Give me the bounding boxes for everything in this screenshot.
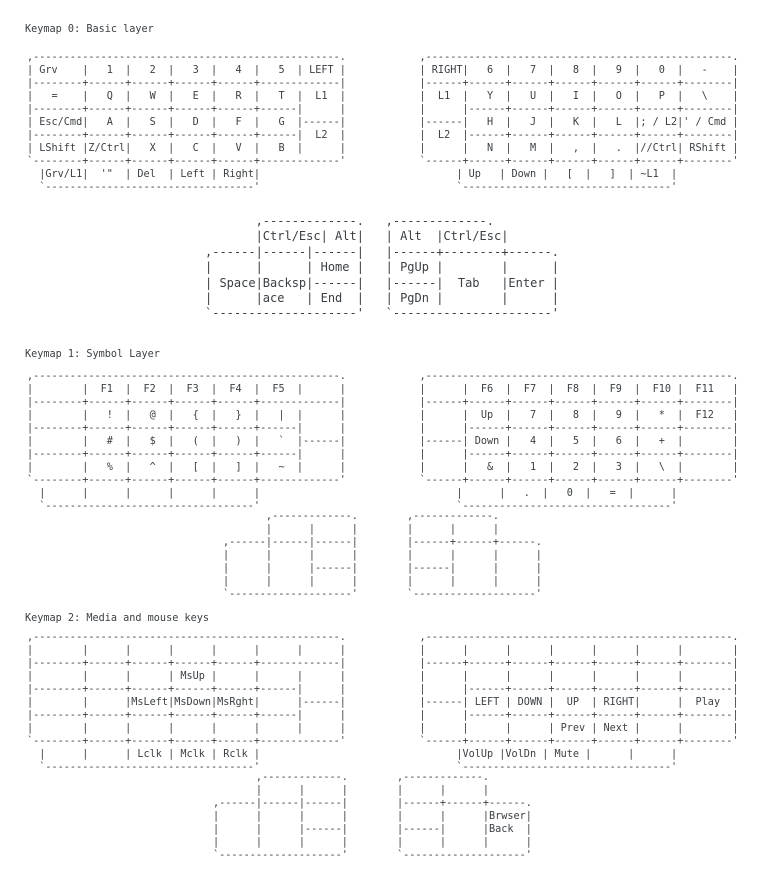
keymap-1-thumb-cluster-art: ,-------------. ,-------------. | | | | … xyxy=(223,511,542,600)
keymap-0-title: Keymap 0: Basic layer xyxy=(25,24,154,35)
keymap-0-thumb-cluster-art: ,-------------. ,-------------. |Ctrl/Es… xyxy=(205,214,560,321)
keymap-2-main-art: ,---------------------------------------… xyxy=(27,632,739,773)
keymap-0-main-art: ,---------------------------------------… xyxy=(27,52,739,193)
keymap-2-thumb-cluster-art: ,-------------. ,-------------. | | | | … xyxy=(213,772,532,861)
keymap-1-title: Keymap 1: Symbol Layer xyxy=(25,349,160,360)
keymap-1-main-art: ,---------------------------------------… xyxy=(27,371,739,512)
keymap-2-title: Keymap 2: Media and mouse keys xyxy=(25,613,210,624)
